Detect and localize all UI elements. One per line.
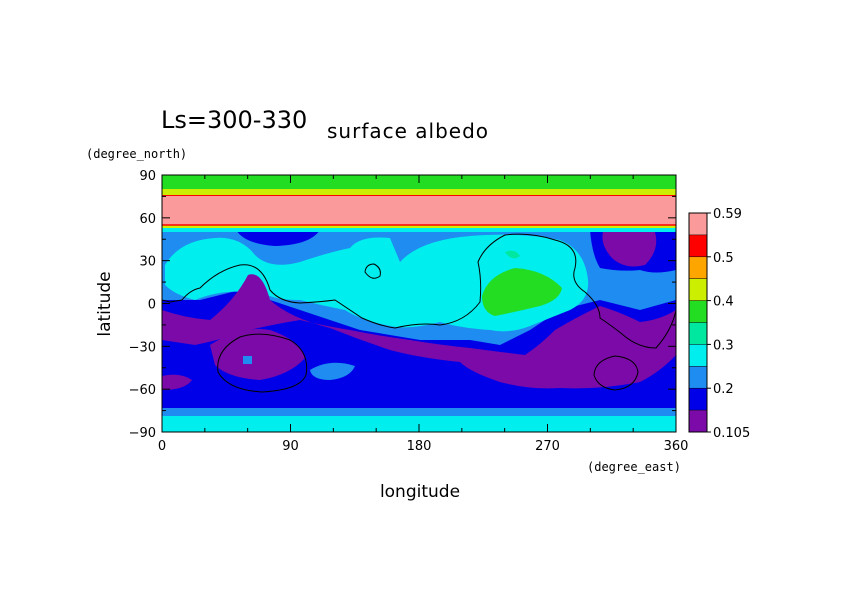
region-purple-west — [210, 329, 305, 380]
topography-contours — [162, 233, 676, 393]
band-polar-cap — [162, 195, 676, 225]
y-tick-label: −90 — [129, 426, 156, 441]
colorbar-swatch — [689, 213, 707, 235]
colorbar-swatch — [689, 388, 707, 411]
chart-title: Ls=300-330 — [161, 106, 307, 134]
y-tick-label: 30 — [139, 255, 156, 270]
y-axis-label: latitude — [95, 271, 115, 336]
colorbar-swatch — [689, 322, 707, 345]
y-tick-label: −30 — [129, 340, 156, 355]
y-unit-label: (degree_north) — [86, 147, 187, 161]
colorbar-swatch — [689, 234, 707, 257]
region-teal-spot — [505, 250, 520, 259]
band-south-blue — [162, 390, 676, 408]
x-axis: 0 90 180 270 360 — [158, 175, 689, 454]
x-axis-label: longitude — [380, 482, 460, 502]
colorbar-tick-label: 0.3 — [713, 338, 734, 353]
chart-subtitle: surface albedo — [327, 119, 489, 143]
x-unit-label: (degree_east) — [587, 460, 681, 474]
colorbar-tick-label: 0.59 — [713, 207, 742, 222]
y-tick-label: 0 — [148, 298, 156, 313]
contour-tharsis — [181, 233, 676, 349]
colorbar-swatch — [689, 410, 707, 432]
colorbar-swatch — [689, 300, 707, 323]
y-tick-label: 90 — [139, 169, 156, 184]
colorbar-swatch — [689, 278, 707, 301]
y-tick-label: 60 — [139, 212, 156, 227]
contour-hellas — [217, 333, 308, 393]
x-tick-label: 270 — [535, 439, 560, 454]
region-purple-southwest — [162, 374, 192, 390]
colorbar-swatch — [689, 366, 707, 389]
contour-west-rim — [162, 299, 183, 303]
region-green-spot — [482, 268, 562, 316]
region-purple-belt — [162, 274, 676, 389]
colorbar-tick-label: 0.5 — [713, 251, 734, 266]
colorbar-swatch — [689, 344, 707, 367]
y-tick-label: −60 — [129, 383, 156, 398]
band-north-yellow — [162, 189, 676, 195]
band-north-yellow-low — [162, 225, 676, 228]
y-axis: 90 60 30 0 −30 −60 −90 — [129, 169, 676, 441]
contour-elysium — [364, 263, 381, 279]
region-blue-north-a — [236, 230, 320, 246]
band-south-mid — [162, 408, 676, 416]
region-cyan — [165, 234, 589, 332]
colorbar-tick-label: 0.4 — [713, 295, 734, 310]
region-purple-inside-b — [602, 232, 657, 267]
patch-mid-blue-south-a — [310, 362, 355, 380]
colorbar-swatch — [689, 256, 707, 279]
x-tick-label: 90 — [282, 439, 299, 454]
plot-area — [162, 175, 676, 432]
colorbar-tick-label: 0.105 — [713, 426, 750, 441]
x-tick-label: 0 — [158, 439, 166, 454]
colorbar: 0.59 0.5 0.4 0.3 0.2 0.105 — [688, 207, 750, 441]
x-tick-label: 360 — [664, 439, 689, 454]
x-tick-label: 180 — [407, 439, 432, 454]
patch-cyan-small — [243, 356, 252, 364]
contour-argyre — [593, 355, 639, 391]
colorbar-tick-label: 0.2 — [713, 382, 734, 397]
